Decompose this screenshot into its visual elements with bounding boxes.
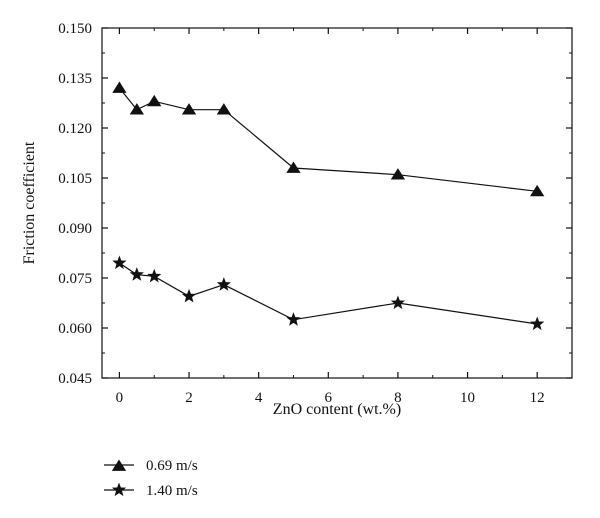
triangle-point bbox=[112, 81, 127, 93]
x-axis-title: ZnO content (wt.%) bbox=[273, 401, 401, 418]
series-0 bbox=[112, 81, 545, 197]
triangle-point bbox=[129, 103, 144, 115]
star-point bbox=[286, 312, 301, 326]
legend-star-marker bbox=[111, 482, 127, 497]
star-point bbox=[530, 316, 545, 331]
triangle-point bbox=[216, 103, 232, 115]
triangle-point bbox=[147, 94, 162, 107]
x-tick-label: 8 bbox=[394, 390, 402, 406]
x-tick-label: 12 bbox=[530, 390, 545, 406]
x-tick-label: 2 bbox=[185, 390, 193, 406]
legend-item-1-40: 1.40 m/s bbox=[104, 482, 198, 499]
x-tick-label: 4 bbox=[255, 390, 263, 406]
legend: 0.69 m/s 1.40 m/s bbox=[104, 458, 198, 499]
legend-item-0-69: 0.69 m/s bbox=[104, 458, 198, 474]
y-tick-label: 0.120 bbox=[58, 121, 92, 137]
y-tick-label: 0.090 bbox=[58, 221, 92, 237]
y-tick-label: 0.150 bbox=[58, 21, 92, 37]
y-axis-title: Friction coefficient bbox=[21, 141, 38, 264]
triangle-point bbox=[181, 103, 197, 115]
star-point bbox=[147, 268, 162, 283]
triangle-point bbox=[530, 184, 545, 197]
series-line bbox=[118, 87, 538, 192]
y-tick-label: 0.045 bbox=[58, 371, 92, 387]
axis-ticks bbox=[102, 27, 572, 379]
legend-label-0-69: 0.69 m/s bbox=[146, 458, 198, 474]
legend-triangle-marker bbox=[111, 459, 127, 471]
star-point bbox=[216, 277, 231, 291]
triangle-point bbox=[390, 168, 406, 180]
y-tick-label: 0.105 bbox=[58, 171, 92, 187]
series-1 bbox=[112, 255, 545, 331]
series-layer bbox=[112, 81, 545, 331]
y-tick-label: 0.135 bbox=[58, 71, 92, 87]
star-point bbox=[112, 255, 127, 270]
star-point bbox=[181, 288, 197, 303]
plot-frame bbox=[101, 27, 573, 379]
x-tick-label: 6 bbox=[325, 390, 333, 406]
x-tick-label: 10 bbox=[460, 390, 475, 406]
star-point bbox=[129, 267, 144, 281]
y-tick-label: 0.075 bbox=[58, 271, 92, 287]
series-line bbox=[119, 262, 538, 325]
x-tick-label: 0 bbox=[116, 390, 124, 406]
axis-tick-labels: 0 2 4 6 8 10 12 0.045 0.060 0.075 0.090 0.105 0.120 0… bbox=[58, 21, 544, 406]
star-point bbox=[390, 295, 406, 310]
triangle-point bbox=[286, 161, 301, 173]
y-tick-label: 0.060 bbox=[58, 321, 92, 337]
legend-label-1-40: 1.40 m/s bbox=[146, 483, 198, 499]
